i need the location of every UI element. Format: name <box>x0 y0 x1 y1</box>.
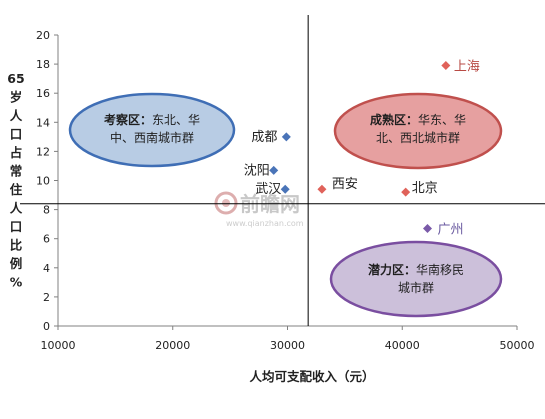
data-points <box>269 61 451 234</box>
y-tick-label: 12 <box>36 145 50 158</box>
y-axis-title-char: 65 <box>7 71 24 86</box>
zone-mature-line1: 成熟区：华东、华 <box>370 112 466 127</box>
zone-review-name: 考察区 <box>104 112 140 127</box>
zone-review-rest: 东北、华 <box>152 113 200 127</box>
zone-potential-line2: 城市群 <box>398 280 434 295</box>
watermark-logo-icon <box>214 191 238 215</box>
y-axis-title-char: 例 <box>10 256 23 271</box>
data-point <box>422 224 432 234</box>
zone-review-line2: 中、西南城市群 <box>110 130 194 145</box>
data-point <box>401 187 411 197</box>
y-axis-title-char: 人 <box>10 201 23 216</box>
zone-review-line1: 考察区：东北、华 <box>104 112 200 127</box>
zone-mature-name: 成熟区 <box>370 112 406 127</box>
reference-lines <box>20 15 545 326</box>
y-tick-label: 2 <box>43 291 50 304</box>
x-tick-label: 30000 <box>270 339 305 352</box>
point-label: 北京 <box>412 181 438 196</box>
zone-potential-name: 潜力区 <box>368 262 404 277</box>
x-axis-title: 人均可支配收入（元） <box>249 369 374 384</box>
point-label: 沈阳 <box>244 163 270 178</box>
zone-mature-line2: 北、西北城市群 <box>376 130 460 145</box>
zone-mature-ellipse <box>333 92 503 170</box>
y-axis-title-char: 住 <box>10 182 23 197</box>
zone-potential-line1: 潜力区：华南移民 <box>368 262 464 277</box>
y-tick-label: 20 <box>36 29 50 42</box>
data-point <box>317 184 327 194</box>
x-tick-label: 10000 <box>41 339 76 352</box>
y-tick-label: 6 <box>43 233 50 246</box>
y-tick-label: 8 <box>43 204 50 217</box>
data-point <box>269 165 279 175</box>
y-tick-label: 10 <box>36 175 50 188</box>
y-tick-label: 4 <box>43 262 50 275</box>
zone-potential-ellipse <box>329 240 503 318</box>
point-label: 上海 <box>454 60 480 75</box>
y-tick-label: 18 <box>36 58 50 71</box>
y-axis-title-char: 比 <box>10 238 23 253</box>
y-tick-label: 14 <box>36 116 50 129</box>
y-axis-title-char: 占 <box>10 145 23 160</box>
watermark: 前瞻网 www.qianzhan.com <box>214 191 304 228</box>
watermark-logo-dot-icon <box>222 199 230 207</box>
y-axis-title-char: 口 <box>10 219 23 234</box>
y-axis-title-char: 人 <box>10 108 23 123</box>
zones: 考察区：东北、华 中、西南城市群 成熟区：华东、华 北、西北城市群 潜力区：华南… <box>68 92 503 318</box>
data-point <box>281 132 291 142</box>
data-point <box>280 184 290 194</box>
y-tick-label: 0 <box>43 320 50 333</box>
zone-potential-rest: 华南移民 <box>416 262 464 277</box>
y-tick-label: 16 <box>36 87 50 100</box>
point-label: 成都 <box>251 130 277 145</box>
x-tick-label: 40000 <box>385 339 420 352</box>
point-label: 武汉 <box>255 182 281 197</box>
data-point <box>441 61 451 71</box>
point-label: 广州 <box>437 223 463 238</box>
zone-review-ellipse <box>68 92 236 168</box>
y-axis-title-char: 口 <box>10 127 23 142</box>
axes <box>54 34 518 330</box>
y-axis-title-char: 常 <box>10 164 23 179</box>
x-tick-label: 20000 <box>155 339 190 352</box>
watermark-url: www.qianzhan.com <box>226 219 304 228</box>
x-tick-label: 50000 <box>500 339 535 352</box>
y-axis-title-char: 岁 <box>10 90 23 105</box>
zone-mature-rest: 华东、华 <box>418 113 466 127</box>
point-label: 西安 <box>332 177 358 192</box>
y-axis-title-char: % <box>10 275 23 290</box>
tick-labels: 0 2 4 6 8 10 12 14 16 18 20 10000 20000 30000 40000 500… <box>36 29 535 352</box>
